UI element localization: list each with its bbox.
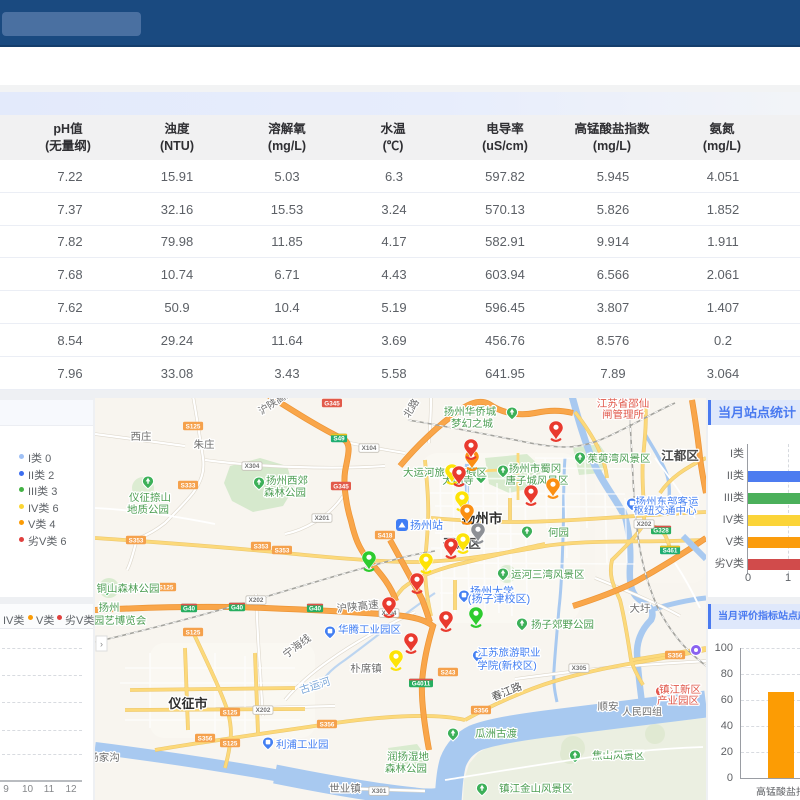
svg-text:G40: G40 <box>309 606 321 613</box>
svg-text:瓜洲古渡: 瓜洲古渡 <box>475 728 517 740</box>
svg-text:S461: S461 <box>663 548 678 555</box>
svg-text:沪陕高速: 沪陕高速 <box>336 599 380 615</box>
svg-text:江苏省邵仙: 江苏省邵仙 <box>597 398 650 410</box>
svg-text:森林公园: 森林公园 <box>385 763 427 775</box>
svg-text:S49: S49 <box>333 436 345 443</box>
svg-text:X202: X202 <box>637 521 652 528</box>
svg-text:G40: G40 <box>231 605 243 612</box>
svg-text:X104: X104 <box>362 445 377 452</box>
svg-text:何园: 何园 <box>548 527 569 539</box>
svg-text:G345: G345 <box>324 401 340 408</box>
svg-text:扬州站: 扬州站 <box>410 519 443 532</box>
svg-text:利浦工业园: 利浦工业园 <box>276 739 329 751</box>
svg-text:杨家沟: 杨家沟 <box>95 752 120 764</box>
svg-text:S333: S333 <box>181 483 196 490</box>
svg-text:世业镇: 世业镇 <box>329 783 361 795</box>
svg-text:X202: X202 <box>249 597 264 604</box>
svg-text:产业园区: 产业园区 <box>657 695 699 707</box>
svg-text:润扬湿地: 润扬湿地 <box>387 751 429 763</box>
svg-text:扬州大学: 扬州大学 <box>470 585 514 598</box>
svg-text:›: › <box>100 639 103 649</box>
svg-text:江苏旅游职业: 江苏旅游职业 <box>478 647 541 659</box>
svg-text:镇江新区: 镇江新区 <box>659 684 701 696</box>
svg-text:枢纽交通中心: 枢纽交通中心 <box>634 505 697 517</box>
svg-text:扬州华侨城: 扬州华侨城 <box>444 406 497 418</box>
svg-text:X301: X301 <box>372 788 387 795</box>
svg-text:(扬子津校区): (扬子津校区) <box>468 593 530 606</box>
svg-text:S125: S125 <box>159 585 174 592</box>
svg-text:X305: X305 <box>572 665 587 672</box>
svg-text:顺安: 顺安 <box>598 701 619 713</box>
svg-text:S356: S356 <box>668 653 683 660</box>
svg-text:扬州西郊: 扬州西郊 <box>266 475 308 487</box>
svg-text:大运河旅游度假区: 大运河旅游度假区 <box>403 467 487 479</box>
svg-text:园艺博览会: 园艺博览会 <box>95 615 147 627</box>
svg-text:X201: X201 <box>315 515 330 522</box>
svg-text:扬州东部客运: 扬州东部客运 <box>636 496 699 508</box>
svg-text:闸管理所: 闸管理所 <box>602 409 644 421</box>
svg-text:X202: X202 <box>256 707 271 714</box>
svg-text:S125: S125 <box>223 741 238 748</box>
svg-text:S125: S125 <box>223 710 238 717</box>
svg-text:铜山森林公园: 铜山森林公园 <box>97 583 160 595</box>
svg-text:S243: S243 <box>441 670 456 677</box>
svg-text:仪征捺山: 仪征捺山 <box>129 492 171 504</box>
svg-text:华腾工业园区: 华腾工业园区 <box>338 624 401 636</box>
svg-text:S125: S125 <box>186 424 201 431</box>
svg-text:朴席镇: 朴席镇 <box>350 663 382 675</box>
svg-text:X304: X304 <box>245 463 260 470</box>
svg-text:地质公园: 地质公园 <box>127 504 169 516</box>
svg-text:S356: S356 <box>198 736 213 743</box>
svg-text:西庄: 西庄 <box>131 431 152 443</box>
svg-text:G40: G40 <box>183 606 195 613</box>
svg-text:S125: S125 <box>186 630 201 637</box>
svg-text:S353: S353 <box>129 538 144 545</box>
svg-text:扬州: 扬州 <box>99 602 120 614</box>
svg-text:森林公园: 森林公园 <box>264 487 306 499</box>
svg-text:仪征市: 仪征市 <box>167 696 207 711</box>
svg-text:G4011: G4011 <box>412 681 431 688</box>
svg-text:运河三湾风景区: 运河三湾风景区 <box>511 569 585 581</box>
svg-text:学院(新校区): 学院(新校区) <box>477 660 537 672</box>
svg-text:S353: S353 <box>275 548 290 555</box>
svg-text:扬州市蜀冈: 扬州市蜀冈 <box>509 463 562 475</box>
svg-text:扬子郊野公园: 扬子郊野公园 <box>531 619 594 631</box>
svg-text:S356: S356 <box>474 708 489 715</box>
svg-text:茱萸湾风景区: 茱萸湾风景区 <box>588 453 651 465</box>
svg-text:江都区: 江都区 <box>661 449 699 463</box>
svg-text:朱庄: 朱庄 <box>194 439 215 451</box>
svg-text:S418: S418 <box>378 533 393 540</box>
svg-text:G345: G345 <box>333 484 349 491</box>
svg-text:S356: S356 <box>320 722 335 729</box>
svg-text:镇江金山风景区: 镇江金山风景区 <box>499 783 573 795</box>
svg-text:梦幻之城: 梦幻之城 <box>451 418 493 430</box>
svg-text:大圩: 大圩 <box>630 603 651 615</box>
svg-text:S353: S353 <box>254 544 269 551</box>
svg-text:人民四组: 人民四组 <box>622 706 662 718</box>
svg-text:G328: G328 <box>653 528 669 535</box>
